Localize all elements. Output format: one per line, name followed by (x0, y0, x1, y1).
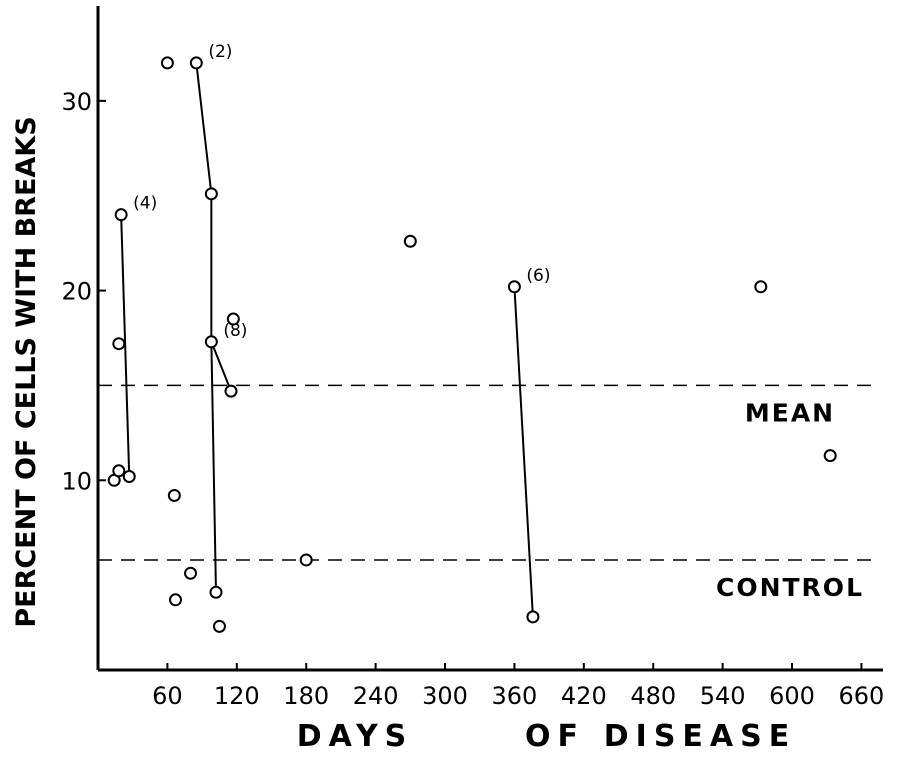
group-label: (4) (133, 194, 157, 214)
data-point (122, 469, 136, 483)
x-tick-label: 600 (769, 682, 815, 710)
y-tick-label: 20 (61, 278, 92, 306)
data-point (204, 335, 218, 349)
x-tick-label: 540 (700, 682, 746, 710)
data-point (204, 187, 218, 201)
axes: 10 20 30 60 120 180 240 300 360 420 480 540 600 660 (61, 6, 884, 710)
reference-label: CONTROL (716, 573, 864, 602)
group-label: (6) (526, 266, 550, 286)
y-tick-label: 10 (61, 467, 92, 495)
connection-line (195, 62, 213, 194)
data-point (112, 337, 126, 351)
data-point (403, 234, 417, 248)
x-axis-title: DISEASE (604, 719, 796, 754)
data-point (212, 619, 226, 633)
x-tick-label: 240 (353, 682, 399, 710)
x-tick-label: 660 (839, 682, 885, 710)
connection-line (513, 286, 534, 617)
connection-line (210, 341, 217, 593)
x-tick-label: 360 (492, 682, 538, 710)
data-point (112, 464, 126, 478)
data-point (823, 449, 837, 463)
data-point (209, 585, 223, 599)
data-points (107, 56, 837, 633)
data-point (507, 280, 521, 294)
reference-lines (98, 384, 873, 561)
x-tick-label: 60 (152, 682, 183, 710)
data-point (189, 56, 203, 70)
x-tick-label: 480 (630, 682, 676, 710)
x-tick-label: 180 (283, 682, 329, 710)
connection-lines (120, 62, 534, 617)
data-point (526, 610, 540, 624)
y-tick-label: 30 (61, 88, 92, 116)
y-axis-title: PERCENT OF CELLS WITH BREAKS (11, 116, 42, 627)
data-point (754, 280, 768, 294)
reference-label: MEAN (745, 398, 835, 427)
data-point (299, 553, 313, 567)
labels: DAYS OF DISEASE PERCENT OF CELLS WITH BREAK… (11, 42, 864, 754)
x-tick-label: 420 (561, 682, 607, 710)
connection-line (210, 341, 232, 392)
x-axis-title: OF (525, 719, 585, 754)
x-tick-label: 120 (214, 682, 260, 710)
data-point (167, 488, 181, 502)
data-point (160, 56, 174, 70)
x-tick-label: 300 (422, 682, 468, 710)
data-point (226, 312, 240, 326)
data-point (224, 384, 238, 398)
connection-line (120, 214, 131, 477)
x-axis-title: DAYS (297, 719, 414, 754)
group-label: (2) (208, 42, 232, 62)
data-point (184, 566, 198, 580)
data-point (114, 208, 128, 222)
data-point (169, 593, 182, 607)
group-label: (8) (223, 321, 247, 341)
